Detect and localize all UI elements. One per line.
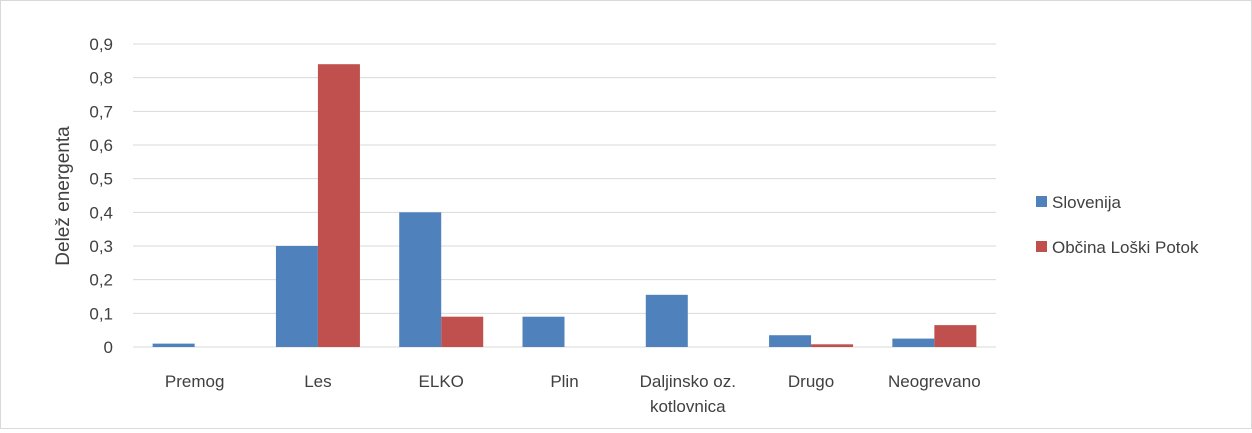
y-tick-label: 0,3	[89, 237, 113, 256]
y-tick-label: 0,7	[89, 102, 113, 121]
bars	[152, 64, 977, 347]
y-tick-label: 0,9	[89, 35, 113, 54]
bar-slovenija-4	[645, 294, 688, 347]
y-tick-label: 0,1	[89, 304, 113, 323]
x-tick-label: Les	[304, 372, 331, 391]
x-tick-label: Daljinsko oz.	[640, 372, 736, 391]
legend-swatch	[1036, 196, 1047, 207]
bar-obcina-1	[317, 64, 360, 347]
x-tick-label: Neogrevano	[888, 372, 981, 391]
y-tick-labels: 0 0,1 0,2 0,3 0,4 0,5 0,6 0,7 0,8 0,9	[89, 35, 113, 357]
y-tick-label: 0,4	[89, 203, 113, 222]
y-axis-label: Delež energenta	[53, 126, 74, 266]
x-tick-label: Premog	[165, 372, 225, 391]
x-tick-label: kotlovnica	[650, 397, 726, 416]
legend: Slovenija Občina Loški Potok	[1036, 193, 1199, 257]
bar-slovenija-1	[275, 246, 318, 347]
legend-swatch	[1036, 241, 1047, 252]
legend-label: Slovenija	[1052, 193, 1122, 212]
x-tick-label: ELKO	[419, 372, 464, 391]
x-tick-label: Plin	[550, 372, 578, 391]
bar-obcina-2	[441, 316, 484, 347]
y-tick-label: 0,2	[89, 271, 113, 290]
bar-obcina-5	[811, 344, 854, 347]
y-tick-label: 0	[104, 338, 113, 357]
bar-obcina-6	[934, 325, 977, 347]
y-tick-label: 0,6	[89, 136, 113, 155]
bar-slovenija-5	[769, 335, 812, 347]
bar-slovenija-6	[892, 338, 935, 347]
x-tick-labels: Premog Les ELKO Plin Daljinsko oz. kotlovnica…	[165, 372, 981, 416]
y-tick-label: 0,8	[89, 69, 113, 88]
y-tick-label: 0,5	[89, 170, 113, 189]
bar-slovenija-3	[522, 316, 565, 347]
x-tick-label: Drugo	[788, 372, 834, 391]
bar-slovenija-0	[152, 343, 195, 347]
bar-slovenija-2	[399, 212, 442, 347]
gridlines	[133, 43, 996, 348]
legend-label: Občina Loški Potok	[1052, 238, 1199, 257]
